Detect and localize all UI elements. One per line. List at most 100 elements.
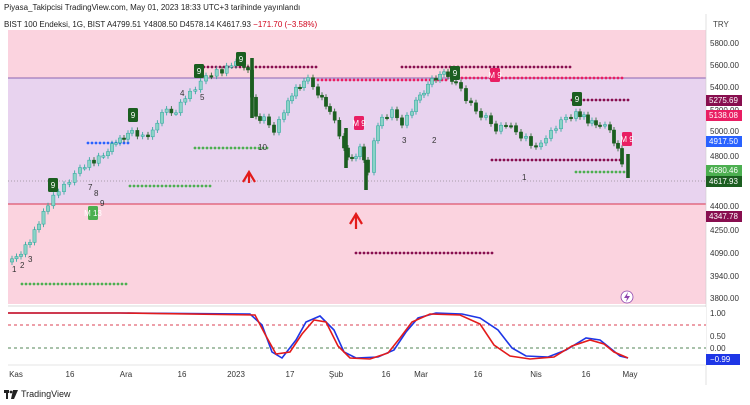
symbol-name[interactable]: BIST 100 Endeksi, 1G, BIST (4, 20, 106, 29)
level-dot (504, 65, 508, 69)
level-dot (124, 282, 128, 286)
level-dot (540, 65, 544, 69)
price-tag-label: 4917.50 (709, 137, 738, 146)
level-dot (514, 158, 518, 162)
price-change: −171.70 (−3.58%) (253, 20, 318, 29)
td-count: 5 (200, 93, 205, 102)
level-dot (468, 65, 472, 69)
level-dot (606, 98, 610, 102)
publish-header: Piyasa_Takipcisi TradingView.com, May 01… (0, 0, 750, 18)
level-dot (534, 158, 538, 162)
td-marker-label: M 13 (84, 209, 102, 218)
level-dot (484, 65, 488, 69)
level-dot (362, 251, 366, 255)
alert-lightning-icon[interactable] (620, 290, 634, 304)
candle-body (174, 112, 178, 115)
candle-body (72, 173, 77, 183)
up-arrow-icon (242, 169, 256, 183)
level-dot (36, 282, 40, 286)
level-dot (354, 251, 358, 255)
level-dot (500, 76, 504, 80)
level-dot (540, 76, 544, 80)
candle-body (344, 128, 348, 168)
td-count: 4 (180, 89, 185, 98)
level-dot (562, 158, 566, 162)
level-dot (548, 76, 552, 80)
candle-body (19, 253, 23, 257)
candle-body (590, 120, 594, 124)
candle-body (529, 136, 533, 146)
level-dot (128, 184, 132, 188)
level-dot (536, 65, 540, 69)
level-dot (370, 251, 374, 255)
level-dot (394, 251, 398, 255)
level-dot (204, 184, 208, 188)
level-dot (144, 184, 148, 188)
level-dot (582, 98, 586, 102)
level-dot (314, 65, 318, 69)
candlesticks (10, 57, 630, 265)
oscillator-axis[interactable]: 1.00 0.50 0.00 (710, 309, 726, 353)
level-dot (620, 76, 624, 80)
candle-body (298, 86, 302, 89)
td-count: 3 (28, 255, 33, 264)
candle-body (422, 92, 426, 96)
level-dot (24, 282, 28, 286)
candle-body (126, 132, 130, 140)
price-tag (706, 110, 742, 121)
level-dot (552, 76, 556, 80)
level-dot (404, 65, 408, 69)
level-dot (522, 158, 526, 162)
candle-body (454, 81, 458, 84)
brand-name[interactable]: TradingView (21, 389, 71, 399)
symbol-info-line[interactable]: BIST 100 Endeksi, 1G, BIST A4799.51 Y480… (4, 20, 317, 29)
level-dot (586, 98, 590, 102)
level-dot (568, 65, 572, 69)
level-dot (602, 158, 606, 162)
price-axis[interactable]: 5800.005600.005400.005200.005000.004800.… (710, 39, 739, 303)
level-dot (530, 158, 534, 162)
td-count: 1 (522, 173, 527, 182)
candle-body (282, 112, 286, 120)
level-dot (596, 76, 600, 80)
candle-body (32, 229, 37, 243)
level-dot (552, 65, 556, 69)
level-dot (206, 65, 210, 69)
level-dot (418, 251, 422, 255)
level-dot (184, 184, 188, 188)
candle-body (620, 148, 624, 165)
level-dot (408, 65, 412, 69)
candle-body (254, 96, 258, 117)
candle-body (110, 143, 114, 152)
price-tick-label: 3940.00 (710, 272, 739, 281)
level-dot (410, 251, 414, 255)
candle-body (372, 140, 376, 173)
level-dot (506, 158, 510, 162)
level-dot (492, 65, 496, 69)
level-dot (550, 158, 554, 162)
price-tag (706, 95, 742, 106)
level-dot (388, 78, 392, 82)
candle-body (376, 125, 380, 142)
level-dot (92, 282, 96, 286)
level-dot (484, 76, 488, 80)
time-tick-label: 16 (66, 370, 75, 379)
level-dot (556, 76, 560, 80)
level-dot (598, 98, 602, 102)
level-dot (412, 78, 416, 82)
level-dot (524, 76, 528, 80)
level-dot (560, 76, 564, 80)
level-dot (20, 282, 24, 286)
candle-body (209, 75, 214, 78)
level-dot (205, 146, 209, 150)
candle-body (135, 130, 140, 137)
time-axis[interactable]: Kas 16 Ara 16 2023 17 Şub 16 Mar 16 Nis 16 May (9, 370, 637, 379)
level-dot (602, 170, 606, 174)
level-dot (572, 76, 576, 80)
level-dot (233, 146, 237, 150)
candle-body (608, 124, 612, 131)
footer[interactable]: TradingView (4, 389, 71, 400)
candle-body (204, 75, 208, 82)
candle-body (258, 116, 262, 121)
